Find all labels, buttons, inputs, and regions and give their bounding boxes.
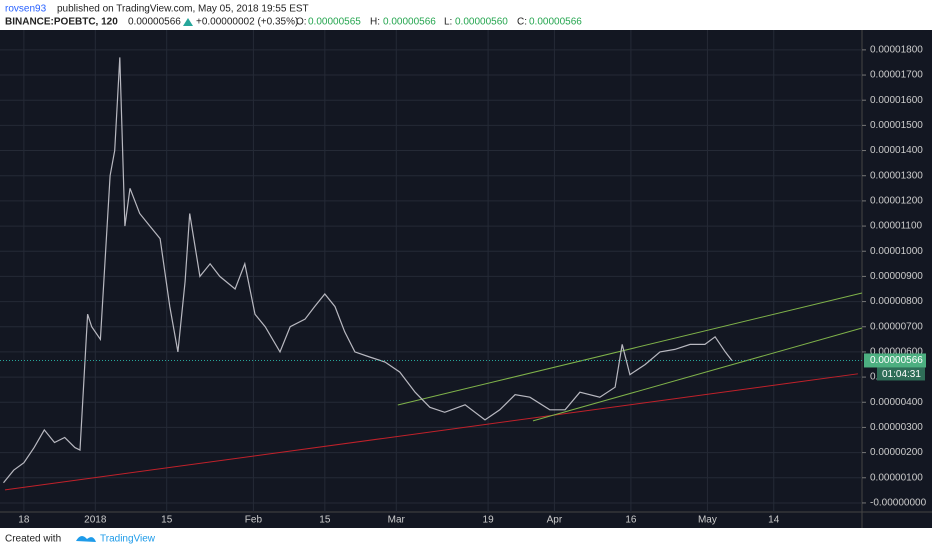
change: +0.00000002 (+0.35%) bbox=[196, 17, 298, 28]
up-arrow bbox=[183, 18, 193, 26]
y-tick-label: -0.00000000 bbox=[870, 498, 927, 509]
y-tick-label: 0.00000200 bbox=[870, 447, 923, 458]
open-label: O: bbox=[296, 17, 307, 28]
header-bg bbox=[0, 0, 932, 30]
y-tick-label: 0.00000400 bbox=[870, 397, 923, 408]
y-tick-label: 0.00000300 bbox=[870, 422, 923, 433]
footer-brand[interactable]: TradingView bbox=[100, 534, 156, 545]
countdown-box bbox=[877, 367, 925, 381]
author[interactable]: rovsen93 bbox=[5, 4, 47, 15]
y-tick-label: 0.00000800 bbox=[870, 296, 923, 307]
trendline bbox=[397, 292, 863, 406]
x-tick-label: 2018 bbox=[84, 515, 107, 526]
y-tick-label: 0.00000100 bbox=[870, 472, 923, 483]
symbol: BINANCE:POEBTC, 120 bbox=[5, 17, 118, 28]
x-tick-label: Mar bbox=[388, 515, 406, 526]
y-tick-label: 0.00001300 bbox=[870, 170, 923, 181]
last-price-box bbox=[864, 353, 926, 368]
last: 0.00000566 bbox=[128, 17, 181, 28]
y-tick-label: 0.00000700 bbox=[870, 321, 923, 332]
y-tick-label: 0.00001800 bbox=[870, 45, 923, 56]
x-tick-label: Apr bbox=[547, 515, 563, 526]
y-tick-label: 0.00001500 bbox=[870, 120, 923, 131]
y-tick-label: 0.00001700 bbox=[870, 70, 923, 81]
y-tick-label: 0.00001000 bbox=[870, 246, 923, 257]
high: 0.00000566 bbox=[383, 17, 436, 28]
y-tick-label: 0.00000600 bbox=[870, 347, 923, 358]
trendline bbox=[532, 327, 863, 422]
close-label: C: bbox=[517, 17, 527, 28]
y-tick-label: 0.00001600 bbox=[870, 95, 923, 106]
trendline bbox=[4, 373, 858, 491]
y-tick-label: 0.00001400 bbox=[870, 145, 923, 156]
x-tick-label: 18 bbox=[18, 515, 30, 526]
tv-logo bbox=[76, 535, 96, 542]
price-line bbox=[3, 57, 733, 484]
low: 0.00000560 bbox=[455, 17, 508, 28]
published: published on TradingView.com, May 05, 20… bbox=[57, 4, 309, 15]
chart-bg bbox=[0, 30, 932, 528]
x-tick-label: 14 bbox=[768, 515, 780, 526]
countdown: 01:04:31 bbox=[882, 369, 921, 380]
x-tick-label: Feb bbox=[245, 515, 263, 526]
x-tick-label: 19 bbox=[483, 515, 495, 526]
last-price-label: 0.00000566 bbox=[870, 355, 923, 366]
low-label: L: bbox=[444, 17, 452, 28]
y-tick-label: 0.00001100 bbox=[870, 221, 923, 232]
x-tick-label: 15 bbox=[161, 515, 173, 526]
x-tick-label: 15 bbox=[319, 515, 331, 526]
x-tick-label: May bbox=[698, 515, 717, 526]
open: 0.00000565 bbox=[308, 17, 361, 28]
footer-bg bbox=[0, 528, 932, 550]
x-tick-label: 16 bbox=[625, 515, 637, 526]
high-label: H: bbox=[370, 17, 380, 28]
y-tick-label: 0.00000900 bbox=[870, 271, 923, 282]
close: 0.00000566 bbox=[529, 17, 582, 28]
footer-created: Created with bbox=[5, 534, 61, 545]
y-tick-label: 0.00001200 bbox=[870, 196, 923, 207]
